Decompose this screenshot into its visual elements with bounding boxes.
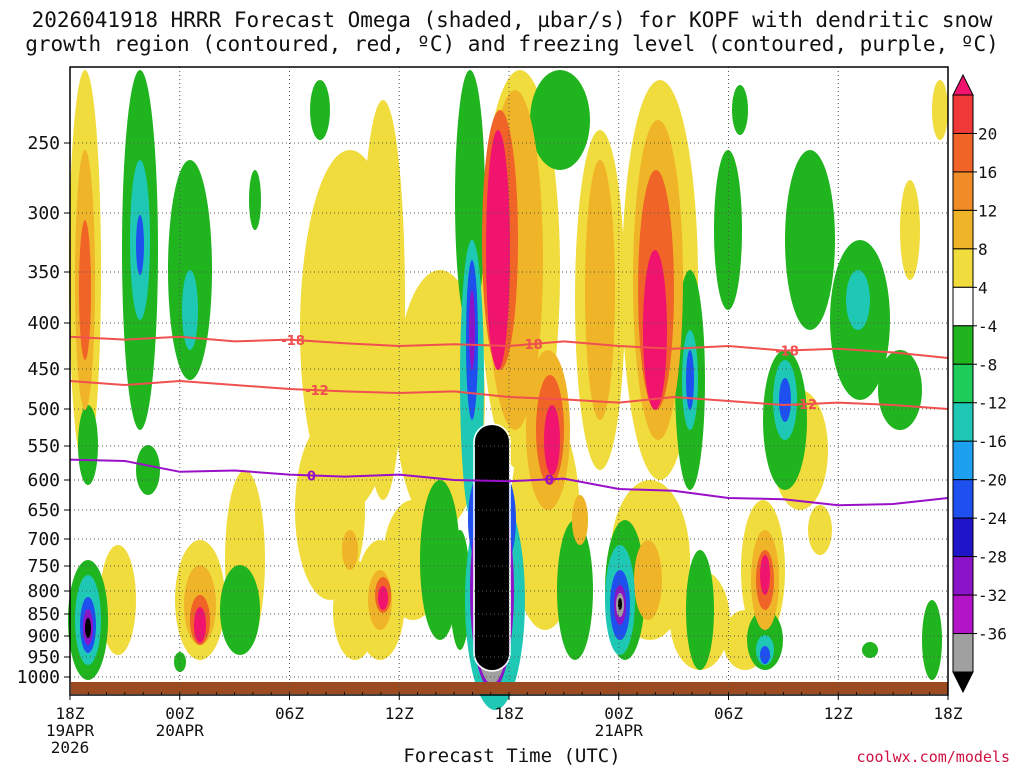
y-tick-label: 300: [27, 203, 60, 224]
y-axis: 2503003504004505005506006507007508008509…: [17, 133, 70, 688]
y-tick-label: 600: [27, 470, 60, 491]
y-tick-label: 800: [27, 581, 60, 602]
contour-label: -18: [281, 334, 305, 349]
chart-title-line-1: 2026041918 HRRR Forecast Omega (shaded, …: [31, 8, 993, 32]
colorbar-label: 4: [978, 278, 988, 297]
x-tick-label: 19APR: [46, 721, 95, 740]
x-tick-label: 06Z: [714, 704, 743, 723]
contour-line--12: [69, 379, 949, 410]
gridlines: [70, 67, 948, 695]
contour-label: -12: [305, 384, 329, 399]
x-tick-label: 18Z: [934, 704, 963, 723]
y-tick-label: 950: [27, 647, 60, 668]
credit-link[interactable]: coolwx.com/models: [856, 748, 1010, 766]
x-tick-label: 12Z: [824, 704, 853, 723]
colorbar-label: -12: [978, 394, 1007, 413]
y-tick-label: 900: [27, 626, 60, 647]
x-tick-label: 21APR: [595, 721, 644, 740]
omega-shading: [68, 70, 948, 710]
contour-label: -18: [519, 338, 543, 353]
colorbar-swatch: [952, 633, 974, 673]
colorbar-label: 20: [978, 124, 997, 143]
x-tick-label: 18Z: [56, 704, 85, 723]
colorbar-swatch: [952, 209, 974, 250]
contour-label: -18: [775, 344, 799, 359]
colorbar-swatch: [952, 248, 974, 288]
y-tick-label: 450: [27, 359, 60, 380]
x-tick-label: 00Z: [165, 704, 194, 723]
x-tick-label: 20APR: [156, 721, 205, 740]
x-tick-label: 2026: [51, 738, 90, 757]
colorbar-label: -8: [978, 355, 997, 374]
colorbar-swatch: [952, 94, 974, 134]
y-tick-label: 250: [27, 133, 60, 154]
y-tick-label: 850: [27, 604, 60, 625]
y-tick-label: 750: [27, 556, 60, 577]
contour-label: -12: [794, 398, 818, 413]
colorbar-swatch: [952, 440, 974, 481]
colorbar-swatch: [952, 325, 974, 365]
colorbar: 20 16 12 8 4 -4 -8 -12 -16 -20 -24 -28 -32 -36: [952, 73, 1007, 694]
colorbar-bottom-arrow: [952, 671, 974, 694]
colorbar-label: 12: [978, 201, 997, 220]
y-tick-label: 550: [27, 436, 60, 457]
colorbar-swatch: [952, 132, 974, 173]
y-tick-label: 700: [27, 529, 60, 550]
y-tick-label: 400: [27, 313, 60, 334]
x-tick-label: 18Z: [495, 704, 524, 723]
y-tick-label: 500: [27, 399, 60, 420]
colorbar-swatch: [952, 556, 974, 596]
colorbar-label: 16: [978, 163, 997, 182]
y-tick-label: 350: [27, 262, 60, 283]
colorbar-label: -20: [978, 471, 1007, 490]
colorbar-top-arrow: [952, 73, 974, 96]
y-tick-label: 1000: [17, 667, 60, 688]
colorbar-swatch: [952, 479, 974, 519]
contour-line-0: [69, 458, 949, 507]
colorbar-label: -28: [978, 548, 1007, 567]
colorbar-label: -4: [978, 317, 997, 336]
contour-label: 0: [307, 469, 316, 484]
contour-line--18: [69, 335, 949, 359]
temperature-contours: -18 -18 -18 -12 -12 0 0: [69, 334, 949, 507]
colorbar-label: -36: [978, 625, 1007, 644]
x-tick-label: 06Z: [275, 704, 304, 723]
chart-title-line-2: growth region (contoured, red, ºC) and f…: [25, 32, 999, 56]
colorbar-swatch: [952, 286, 974, 327]
colorbar-swatch: [952, 402, 974, 442]
colorbar-swatch: [952, 517, 974, 558]
colorbar-swatch: [952, 594, 974, 635]
x-tick-label: 00Z: [604, 704, 633, 723]
colorbar-label: -32: [978, 586, 1007, 605]
colorbar-swatch: [952, 363, 974, 404]
y-tick-label: 650: [27, 500, 60, 521]
colorbar-label: -24: [978, 509, 1007, 528]
x-tick-label: 12Z: [385, 704, 414, 723]
colorbar-label: -16: [978, 432, 1007, 451]
colorbar-swatch: [952, 171, 974, 211]
colorbar-label: 8: [978, 240, 988, 259]
x-axis-label: Forecast Time (UTC): [403, 745, 621, 767]
contour-label: 0: [545, 473, 554, 488]
